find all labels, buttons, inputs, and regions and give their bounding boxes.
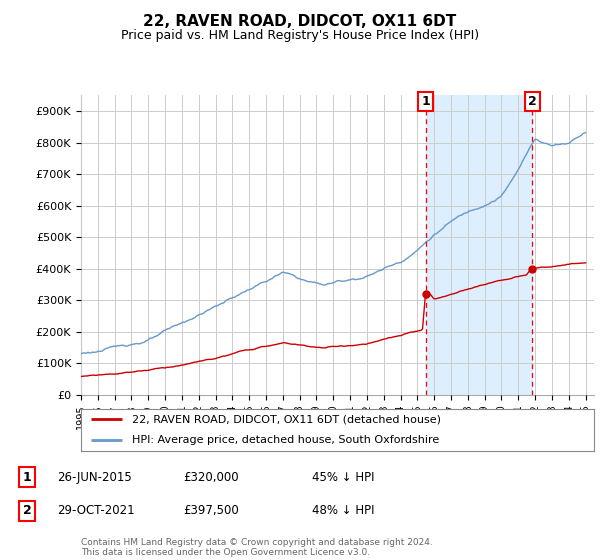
Text: £397,500: £397,500 xyxy=(183,504,239,517)
Text: HPI: Average price, detached house, South Oxfordshire: HPI: Average price, detached house, Sout… xyxy=(133,435,440,445)
Text: 48% ↓ HPI: 48% ↓ HPI xyxy=(312,504,374,517)
Text: 29-OCT-2021: 29-OCT-2021 xyxy=(57,504,134,517)
Text: 1: 1 xyxy=(421,95,430,108)
Text: 2: 2 xyxy=(528,95,536,108)
Text: Contains HM Land Registry data © Crown copyright and database right 2024.
This d: Contains HM Land Registry data © Crown c… xyxy=(81,538,433,557)
Text: 22, RAVEN ROAD, DIDCOT, OX11 6DT (detached house): 22, RAVEN ROAD, DIDCOT, OX11 6DT (detach… xyxy=(133,414,442,424)
Bar xyxy=(425,95,532,395)
Text: 45% ↓ HPI: 45% ↓ HPI xyxy=(312,470,374,484)
Text: 2: 2 xyxy=(23,504,31,517)
Text: Price paid vs. HM Land Registry's House Price Index (HPI): Price paid vs. HM Land Registry's House … xyxy=(121,29,479,42)
Text: 26-JUN-2015: 26-JUN-2015 xyxy=(57,470,132,484)
Text: 1: 1 xyxy=(23,470,31,484)
Text: £320,000: £320,000 xyxy=(183,470,239,484)
Text: 22, RAVEN ROAD, DIDCOT, OX11 6DT: 22, RAVEN ROAD, DIDCOT, OX11 6DT xyxy=(143,14,457,29)
